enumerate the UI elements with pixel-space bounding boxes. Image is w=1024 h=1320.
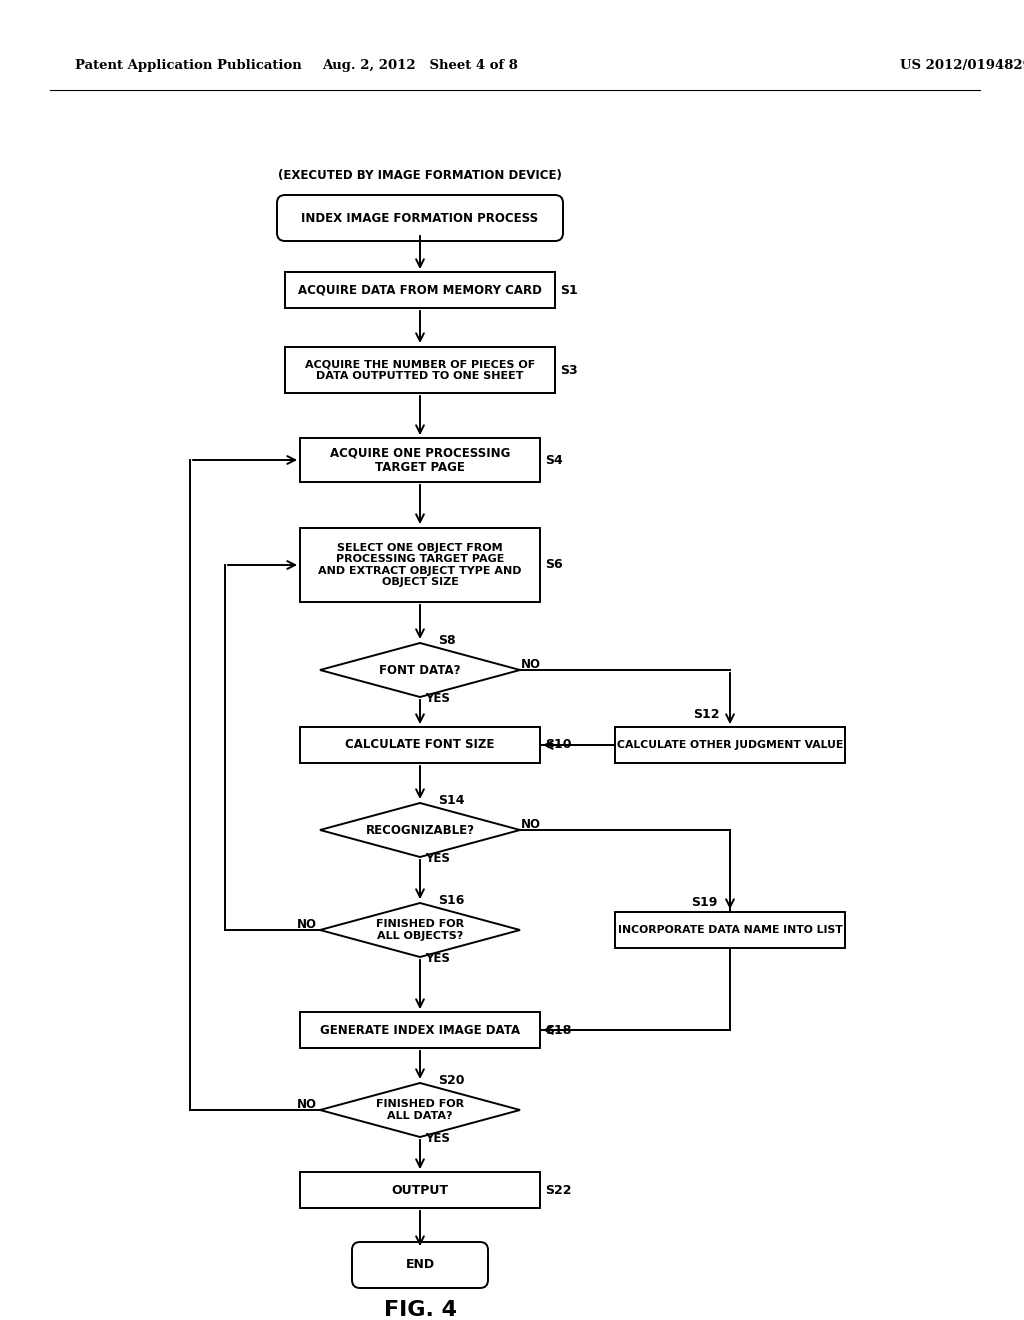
Text: NO: NO	[297, 919, 317, 932]
Text: OUTPUT: OUTPUT	[391, 1184, 449, 1196]
Polygon shape	[319, 643, 520, 697]
Text: FONT DATA?: FONT DATA?	[379, 664, 461, 676]
Text: S1: S1	[560, 284, 578, 297]
FancyBboxPatch shape	[615, 727, 845, 763]
Text: INCORPORATE DATA NAME INTO LIST: INCORPORATE DATA NAME INTO LIST	[617, 925, 843, 935]
Text: S20: S20	[438, 1073, 465, 1086]
Text: S18: S18	[545, 1023, 571, 1036]
Text: S19: S19	[691, 895, 718, 908]
Text: RECOGNIZABLE?: RECOGNIZABLE?	[366, 824, 474, 837]
Text: S14: S14	[438, 793, 465, 807]
FancyBboxPatch shape	[278, 195, 563, 242]
Text: END: END	[406, 1258, 434, 1271]
Text: S8: S8	[438, 634, 456, 647]
Text: Patent Application Publication: Patent Application Publication	[75, 58, 302, 71]
FancyBboxPatch shape	[300, 727, 540, 763]
Text: YES: YES	[425, 1131, 450, 1144]
Polygon shape	[319, 803, 520, 857]
Polygon shape	[319, 1082, 520, 1137]
Text: S22: S22	[545, 1184, 571, 1196]
Text: CALCULATE FONT SIZE: CALCULATE FONT SIZE	[345, 738, 495, 751]
Text: FIG. 4: FIG. 4	[384, 1300, 457, 1320]
FancyBboxPatch shape	[285, 272, 555, 308]
Text: GENERATE INDEX IMAGE DATA: GENERATE INDEX IMAGE DATA	[319, 1023, 520, 1036]
Text: S16: S16	[438, 894, 464, 907]
FancyBboxPatch shape	[615, 912, 845, 948]
Text: YES: YES	[425, 952, 450, 965]
Text: CALCULATE OTHER JUDGMENT VALUE: CALCULATE OTHER JUDGMENT VALUE	[616, 741, 843, 750]
Text: S3: S3	[560, 363, 578, 376]
Text: NO: NO	[297, 1098, 317, 1111]
FancyBboxPatch shape	[300, 438, 540, 482]
FancyBboxPatch shape	[300, 1172, 540, 1208]
Text: S12: S12	[693, 709, 720, 722]
Text: ACQUIRE DATA FROM MEMORY CARD: ACQUIRE DATA FROM MEMORY CARD	[298, 284, 542, 297]
Text: S6: S6	[545, 558, 562, 572]
Text: S4: S4	[545, 454, 563, 466]
Text: YES: YES	[425, 851, 450, 865]
Text: INDEX IMAGE FORMATION PROCESS: INDEX IMAGE FORMATION PROCESS	[301, 211, 539, 224]
FancyBboxPatch shape	[300, 1012, 540, 1048]
Polygon shape	[319, 903, 520, 957]
Text: YES: YES	[425, 692, 450, 705]
FancyBboxPatch shape	[300, 528, 540, 602]
Text: NO: NO	[521, 818, 541, 832]
Text: SELECT ONE OBJECT FROM
PROCESSING TARGET PAGE
AND EXTRACT OBJECT TYPE AND
OBJECT: SELECT ONE OBJECT FROM PROCESSING TARGET…	[318, 543, 522, 587]
Text: ACQUIRE ONE PROCESSING
TARGET PAGE: ACQUIRE ONE PROCESSING TARGET PAGE	[330, 446, 510, 474]
Text: (EXECUTED BY IMAGE FORMATION DEVICE): (EXECUTED BY IMAGE FORMATION DEVICE)	[279, 169, 562, 181]
Text: S10: S10	[545, 738, 571, 751]
Text: FINISHED FOR
ALL DATA?: FINISHED FOR ALL DATA?	[376, 1100, 464, 1121]
Text: Aug. 2, 2012   Sheet 4 of 8: Aug. 2, 2012 Sheet 4 of 8	[323, 58, 518, 71]
Text: FINISHED FOR
ALL OBJECTS?: FINISHED FOR ALL OBJECTS?	[376, 919, 464, 941]
FancyBboxPatch shape	[285, 347, 555, 393]
Text: NO: NO	[521, 659, 541, 672]
FancyBboxPatch shape	[352, 1242, 488, 1288]
Text: US 2012/0194829 A1: US 2012/0194829 A1	[900, 58, 1024, 71]
Text: ACQUIRE THE NUMBER OF PIECES OF
DATA OUTPUTTED TO ONE SHEET: ACQUIRE THE NUMBER OF PIECES OF DATA OUT…	[305, 359, 536, 380]
